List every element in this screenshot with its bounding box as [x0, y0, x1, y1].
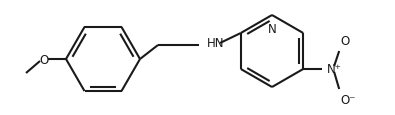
Text: N: N: [268, 23, 276, 36]
Text: O: O: [40, 53, 49, 66]
Text: N⁺: N⁺: [327, 63, 342, 76]
Text: HN: HN: [207, 37, 224, 50]
Text: O: O: [340, 35, 350, 48]
Text: O⁻: O⁻: [340, 93, 356, 106]
